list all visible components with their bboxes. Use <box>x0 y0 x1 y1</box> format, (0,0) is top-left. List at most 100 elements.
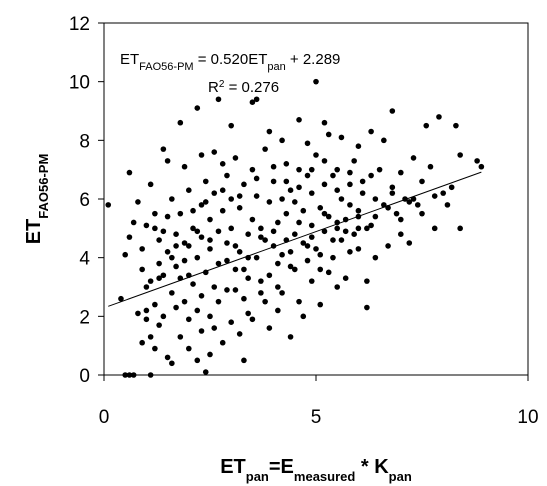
data-point <box>135 310 141 317</box>
data-point <box>317 205 324 211</box>
data-point <box>241 266 247 273</box>
data-point <box>232 266 239 273</box>
data-point <box>139 339 145 346</box>
data-point <box>164 158 171 164</box>
data-point <box>270 228 277 235</box>
data-point <box>194 228 201 235</box>
data-point <box>202 199 209 205</box>
data-point <box>156 237 162 243</box>
data-point <box>253 254 260 261</box>
data-point <box>457 152 463 158</box>
data-point <box>406 199 413 205</box>
y-tick-label: 0 <box>79 366 90 387</box>
data-point <box>143 307 150 314</box>
data-point <box>287 249 294 255</box>
trendline-equation: ETFAO56-PM = 0.520ETpan + 2.289 <box>120 51 340 73</box>
data-point <box>325 213 332 220</box>
data-point <box>325 269 332 276</box>
data-point <box>236 331 243 337</box>
data-point <box>389 190 396 196</box>
data-point <box>181 257 188 264</box>
trendline <box>108 171 482 307</box>
data-point <box>389 108 396 114</box>
data-point <box>152 301 158 308</box>
data-point <box>194 357 201 364</box>
data-point <box>321 210 328 217</box>
data-point <box>219 339 226 346</box>
data-point <box>321 228 328 235</box>
data-point <box>186 187 192 193</box>
data-point <box>241 181 247 188</box>
data-point <box>457 225 463 232</box>
data-point <box>190 207 196 214</box>
data-point <box>436 114 442 120</box>
data-point <box>317 301 324 308</box>
y-tick-label: 12 <box>69 14 90 35</box>
data-point <box>338 196 345 202</box>
data-point <box>313 152 319 158</box>
data-point <box>198 202 205 208</box>
data-point <box>262 237 268 243</box>
data-point <box>308 234 315 240</box>
data-point <box>202 178 209 185</box>
data-point <box>181 240 188 246</box>
data-point <box>249 316 256 323</box>
data-point <box>359 178 366 185</box>
y-tick-label: 4 <box>79 249 90 270</box>
data-point <box>156 275 162 282</box>
data-point <box>448 184 455 191</box>
data-point <box>283 210 290 217</box>
data-point <box>338 134 345 141</box>
data-point <box>266 325 273 331</box>
data-point <box>406 240 413 246</box>
data-points <box>105 78 485 378</box>
data-point <box>342 275 349 282</box>
data-point <box>249 99 256 105</box>
data-point <box>143 222 150 229</box>
data-point <box>440 190 447 196</box>
data-point <box>160 228 167 235</box>
y-tick-label: 6 <box>79 190 90 211</box>
data-point <box>105 202 112 208</box>
data-point <box>321 119 328 126</box>
data-point <box>444 202 451 208</box>
data-point <box>279 290 285 296</box>
data-point <box>232 155 239 161</box>
data-point <box>143 284 150 290</box>
data-point <box>126 372 133 378</box>
data-point <box>215 298 222 305</box>
data-point <box>207 246 213 252</box>
data-point <box>164 213 171 220</box>
data-point <box>253 175 260 182</box>
data-point <box>262 146 268 152</box>
data-point <box>147 372 154 378</box>
data-point <box>249 216 256 223</box>
data-point <box>258 225 264 232</box>
data-point <box>300 207 307 214</box>
data-point <box>308 166 315 173</box>
plot-frame <box>103 22 529 376</box>
data-point <box>431 225 438 232</box>
data-point <box>160 146 167 152</box>
data-point <box>245 231 251 237</box>
data-point <box>236 249 243 255</box>
data-point <box>135 199 141 205</box>
data-point <box>169 196 175 202</box>
data-point <box>186 316 192 323</box>
data-point <box>372 254 379 261</box>
data-point <box>160 313 167 320</box>
data-point <box>317 266 324 273</box>
data-point <box>139 266 145 273</box>
data-point <box>296 184 302 191</box>
data-point <box>300 313 307 320</box>
data-point <box>249 166 256 173</box>
data-point <box>355 143 362 149</box>
x-axis-ticks: 0 5 10 <box>99 375 539 428</box>
data-point <box>198 152 205 158</box>
data-point <box>431 193 438 199</box>
data-point <box>224 257 230 264</box>
data-point <box>334 187 341 193</box>
data-point <box>419 178 425 185</box>
data-point <box>198 293 205 299</box>
data-point <box>194 105 201 111</box>
